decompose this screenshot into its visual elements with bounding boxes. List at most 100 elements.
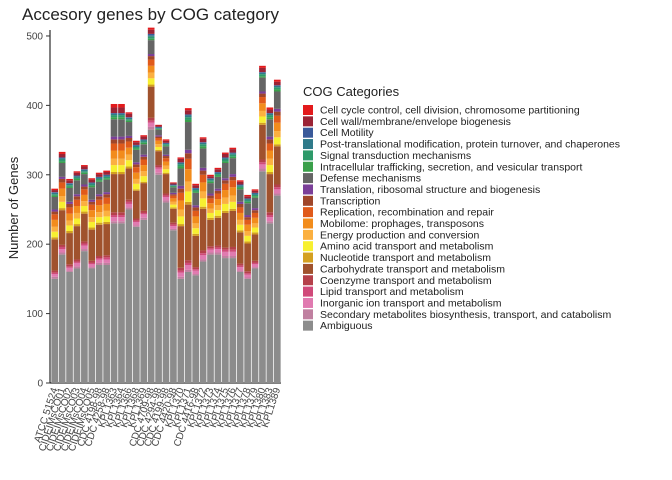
legend-label: Replication, recombination and repair (320, 207, 494, 219)
bar-segment (259, 91, 266, 94)
legend-label: Carbohydrate transport and metabolism (320, 263, 505, 275)
bar-segment (244, 201, 251, 204)
bar-segment (199, 208, 207, 251)
bar-segment (199, 138, 207, 143)
bar-segment (73, 180, 81, 195)
bar-segment (118, 117, 125, 120)
bar-segment (140, 183, 148, 211)
bar-segment (207, 178, 214, 181)
bar-segment (58, 188, 66, 197)
bar-segment (266, 150, 274, 159)
bar-segment (177, 162, 185, 165)
bar-segment (51, 192, 59, 193)
bar-segment (192, 205, 200, 208)
bar-segment (88, 199, 96, 202)
bar-segment (184, 262, 192, 266)
bar-segment (259, 159, 266, 163)
legend-swatch (303, 241, 313, 252)
bar-segment (51, 270, 59, 273)
bar-segment (177, 209, 185, 217)
bar-segment (95, 196, 103, 200)
bar-segment (132, 178, 140, 184)
legend-label: Cell wall/membrane/envelope biogenesis (320, 116, 511, 128)
bar-segment (81, 251, 88, 383)
bar-segment (58, 157, 66, 159)
legend-label: Transcription (320, 195, 380, 207)
bar-segment (155, 167, 162, 169)
bar-segment (244, 235, 251, 242)
bar-segment (199, 182, 207, 192)
bar-segment (110, 103, 118, 108)
legend-label: Nucleotide transport and metabolism (320, 252, 491, 264)
bar-segment (66, 270, 73, 272)
bar-segment (140, 136, 148, 140)
bar-segment (184, 201, 192, 205)
bar-segment (95, 177, 103, 179)
bar-segment (51, 209, 59, 212)
bar-segment (266, 215, 274, 218)
bar-segment (192, 188, 200, 191)
bar-segment (192, 210, 200, 217)
bar-segment (132, 190, 140, 219)
bar-segment (229, 187, 237, 196)
bar-segment (155, 129, 162, 136)
bar-segment (207, 174, 214, 177)
bar-segment (147, 59, 155, 66)
bar-segment (251, 208, 259, 211)
bar-segment (118, 115, 125, 118)
bar-segment (184, 149, 192, 154)
bar-segment (147, 117, 155, 121)
bar-segment (66, 225, 73, 232)
bar-segment (140, 142, 148, 145)
bar-segment (51, 237, 59, 240)
bar-segment (155, 165, 162, 168)
bar-segment (132, 218, 140, 221)
bar-segment (259, 164, 266, 169)
bar-segment (259, 72, 266, 73)
bar-segment (88, 201, 96, 205)
bar-segment (244, 271, 251, 274)
bar-segment (222, 251, 229, 256)
bar-segment (170, 201, 177, 205)
bar-segment (266, 109, 274, 114)
bar-segment (251, 260, 259, 263)
y-tick-label: 500 (26, 31, 43, 42)
bar-segment (155, 147, 162, 150)
bar-segment (251, 217, 259, 224)
bar-segment (155, 124, 162, 126)
bar-segment (147, 56, 155, 60)
bar-segment (162, 195, 170, 197)
bar-segment (199, 174, 207, 183)
bar-segment (140, 165, 148, 172)
bar-segment (73, 224, 81, 227)
bar-segment (125, 147, 133, 155)
bar-segment (259, 97, 266, 104)
bar-segment (162, 158, 170, 162)
bar-segment (88, 183, 96, 185)
bar-segment (170, 186, 177, 188)
bar-segment (88, 179, 96, 183)
bar-segment (162, 142, 170, 144)
bar-segment (259, 103, 266, 111)
bar-segment (214, 252, 222, 255)
bar-segment (51, 274, 59, 277)
bar-segment (162, 154, 170, 157)
bar-segment (214, 167, 222, 170)
bar-segment (58, 182, 66, 189)
bar-segment (229, 176, 237, 181)
bar-segment (222, 258, 229, 383)
bar-segment (266, 172, 274, 175)
bar-segment (118, 119, 125, 137)
bar-segment (244, 278, 251, 383)
bar-segment (207, 246, 214, 249)
bar-segment (103, 257, 110, 260)
bar-segment (214, 190, 222, 194)
bar-segment (244, 274, 251, 278)
bar-segment (259, 74, 266, 77)
legend-label: Amino acid transport and metabolism (320, 241, 494, 253)
bar-segment (81, 172, 88, 175)
bar-segment (125, 141, 133, 148)
bar-segment (140, 144, 148, 155)
bar-segment (140, 140, 148, 142)
bar-segment (192, 187, 200, 189)
